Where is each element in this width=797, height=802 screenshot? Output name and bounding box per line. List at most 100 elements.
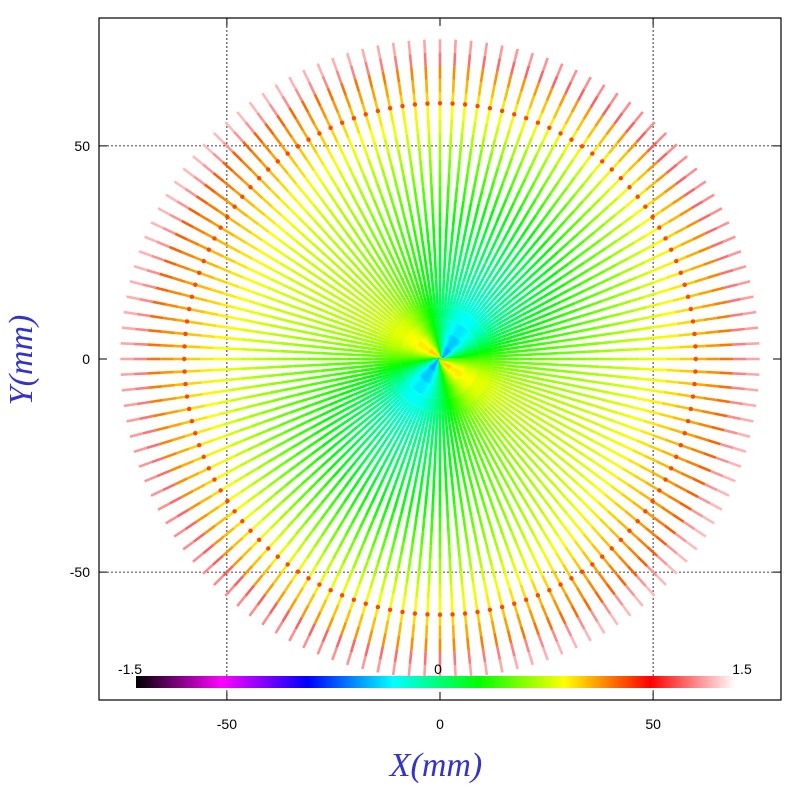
spoke-segment: [283, 125, 294, 139]
spoke-segment: [165, 303, 179, 309]
spoke-segment: [460, 200, 465, 215]
spoke-segment: [423, 424, 429, 438]
spoke-segment: [377, 210, 386, 225]
spoke-segment: [366, 157, 374, 172]
spoke-segment: [486, 283, 497, 296]
spoke-segment: [303, 193, 315, 206]
spoke-segment: [284, 393, 299, 400]
spoke-segment: [281, 379, 296, 384]
spoke-segment: [635, 575, 647, 587]
spoke-segment: [568, 390, 583, 396]
spoke-segment: [353, 413, 366, 424]
spoke-segment: [464, 366, 479, 374]
spoke-segment: [253, 348, 268, 352]
spoke-segment: [556, 262, 570, 273]
spoke-segment: [510, 437, 522, 449]
spoke-segment: [268, 332, 283, 337]
spoke-segment: [485, 323, 498, 333]
spoke-segment: [564, 81, 573, 95]
spoke-segment: [630, 415, 645, 423]
spoke-segment: [542, 497, 553, 510]
spoke-segment: [333, 408, 347, 417]
spoke-segment: [617, 150, 629, 163]
spoke-segment: [462, 339, 476, 348]
spoke-segment: [531, 234, 543, 247]
spoke-segment: [139, 414, 153, 421]
spoke-segment: [627, 546, 639, 558]
spoke-segment: [246, 492, 259, 503]
spoke-segment: [493, 354, 507, 358]
spoke-segment: [458, 557, 463, 572]
spoke-segment: [415, 282, 422, 296]
spoke-segment: [300, 232, 313, 244]
x-tick-label: 0: [436, 716, 444, 732]
spoke-segment: [169, 495, 183, 505]
spoke-segment: [506, 361, 520, 365]
spoke-segment: [678, 332, 693, 337]
spoke-segment: [478, 367, 493, 374]
spoke-segment: [388, 192, 395, 207]
spoke-segment: [409, 331, 422, 343]
spoke-segment: [538, 398, 552, 407]
spoke-segment: [340, 249, 352, 262]
spoke-segment: [342, 506, 353, 520]
ring-point: [182, 356, 187, 362]
spoke-segment: [458, 146, 463, 161]
spoke-segment: [404, 418, 413, 432]
spoke-segment: [452, 308, 460, 322]
spoke-segment: [476, 373, 490, 381]
spoke-segment: [278, 508, 291, 521]
spoke-segment: [400, 231, 407, 245]
spoke-segment: [416, 380, 427, 393]
spoke-segment: [364, 502, 373, 517]
spoke-segment: [477, 342, 492, 349]
spoke-segment: [504, 373, 518, 380]
spoke-segment: [608, 437, 622, 446]
spoke-segment: [456, 408, 464, 423]
spoke-segment: [393, 177, 400, 192]
spoke-segment: [404, 370, 418, 379]
spoke-segment: [306, 439, 319, 449]
spoke-segment: [281, 95, 291, 109]
spoke-segment: [382, 323, 395, 333]
spoke-segment: [505, 457, 516, 471]
spoke-segment: [535, 502, 545, 515]
spoke-segment: [388, 264, 398, 278]
spoke-segment: [486, 405, 498, 417]
spoke-segment: [253, 366, 268, 370]
spoke-segment: [404, 404, 414, 417]
spoke-segment: [398, 274, 407, 288]
spoke-segment: [319, 105, 328, 119]
spoke-segment: [465, 346, 479, 353]
spoke-segment: [732, 342, 747, 346]
spoke-segment: [286, 276, 300, 285]
spoke-segment: [498, 295, 510, 307]
spoke-segment: [548, 164, 558, 177]
spoke-segment: [553, 282, 567, 292]
spoke-segment: [396, 326, 409, 337]
spoke-segment: [703, 316, 717, 322]
spoke-segment: [348, 373, 362, 379]
spoke-segment: [360, 286, 372, 298]
spoke-segment: [335, 502, 345, 515]
spoke-segment: [331, 647, 339, 661]
spoke-segment: [388, 511, 395, 526]
spoke-segment: [533, 254, 545, 266]
spoke-segment: [340, 621, 348, 636]
spoke-segment: [519, 361, 534, 365]
spoke-segment: [501, 229, 511, 243]
spoke-segment: [256, 321, 271, 327]
spoke-segment: [213, 346, 228, 350]
spoke-segment: [357, 613, 364, 628]
spoke-segment: [544, 378, 558, 384]
spoke-segment: [410, 637, 414, 651]
spoke-segment: [423, 504, 427, 519]
spoke-segment: [483, 387, 497, 398]
spoke-segment: [387, 424, 397, 438]
spoke-segment: [369, 575, 376, 589]
spoke-segment: [685, 167, 698, 178]
spoke-segment: [485, 192, 492, 207]
spoke-segment: [378, 58, 385, 72]
spoke-segment: [511, 290, 524, 301]
spoke-segment: [532, 621, 540, 636]
